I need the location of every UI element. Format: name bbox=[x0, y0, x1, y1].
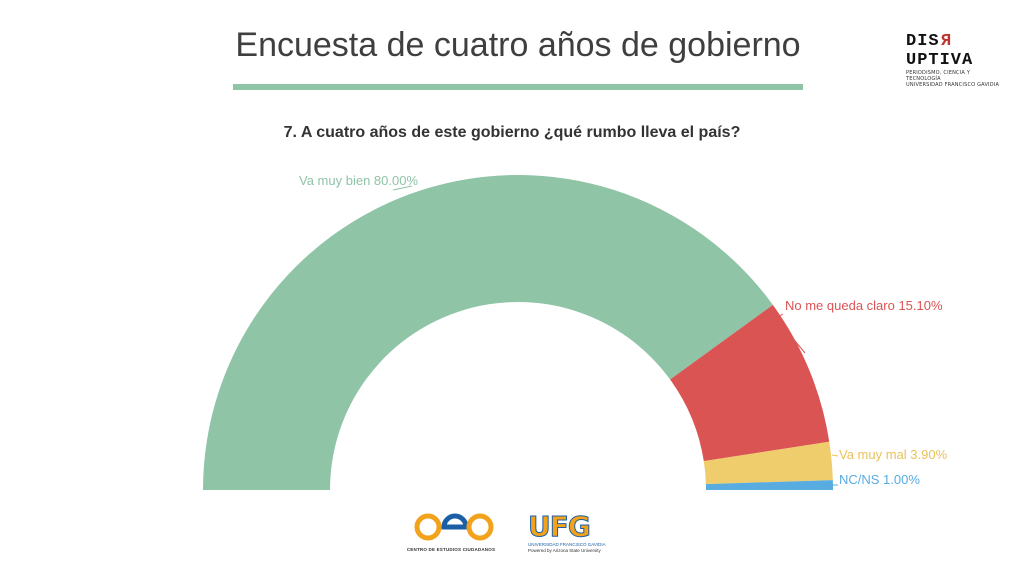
leader-line-2 bbox=[831, 454, 839, 457]
ufg-subtitle: UNIVERSIDAD FRANCISCO GAVIDIA bbox=[528, 542, 606, 547]
slice-3 bbox=[705, 480, 833, 490]
brand-subtitle-1: PERIODISMO, CIENCIA Y TECNOLOGÍA bbox=[906, 70, 971, 82]
leader-line-1 bbox=[775, 313, 806, 354]
slice-label-0: Va muy bien 80.00% bbox=[299, 173, 418, 188]
brand-subtitle-2: UNIVERSIDAD FRANCISCO GAVIDIA bbox=[906, 82, 1000, 88]
slice-1 bbox=[670, 304, 830, 462]
title-underline bbox=[233, 84, 803, 90]
ufg-powered: Powered by Arizona State University bbox=[528, 548, 601, 553]
slice-label-1: No me queda claro 15.10% bbox=[785, 298, 943, 313]
ufg-logo: UFG UNIVERSIDAD FRANCISCO GAVIDIA Powere… bbox=[528, 510, 612, 554]
slice-label-3: NC/NS 1.00% bbox=[839, 472, 920, 487]
brand-name: DISRUPTIVA bbox=[906, 32, 974, 70]
disruptiva-logo: DISRUPTIVA PERIODISMO, CIENCIA Y TECNOLO… bbox=[906, 32, 1006, 88]
leader-line-0 bbox=[392, 185, 413, 191]
cec-caption: CENTRO DE ESTUDIOS CIUDADANOS bbox=[406, 547, 496, 552]
slice-0 bbox=[203, 175, 773, 490]
slice-label-2: Va muy mal 3.90% bbox=[839, 447, 948, 462]
cec-logo-mark bbox=[414, 513, 494, 541]
cec-logo: CENTRO DE ESTUDIOS CIUDADANOS bbox=[406, 512, 496, 552]
slice-2 bbox=[703, 441, 833, 485]
ufg-wordmark: UFG bbox=[528, 510, 592, 543]
page-title: Encuesta de cuatro años de gobierno bbox=[235, 26, 801, 64]
chart-question: 7. A cuatro años de este gobierno ¿qué r… bbox=[283, 124, 741, 141]
